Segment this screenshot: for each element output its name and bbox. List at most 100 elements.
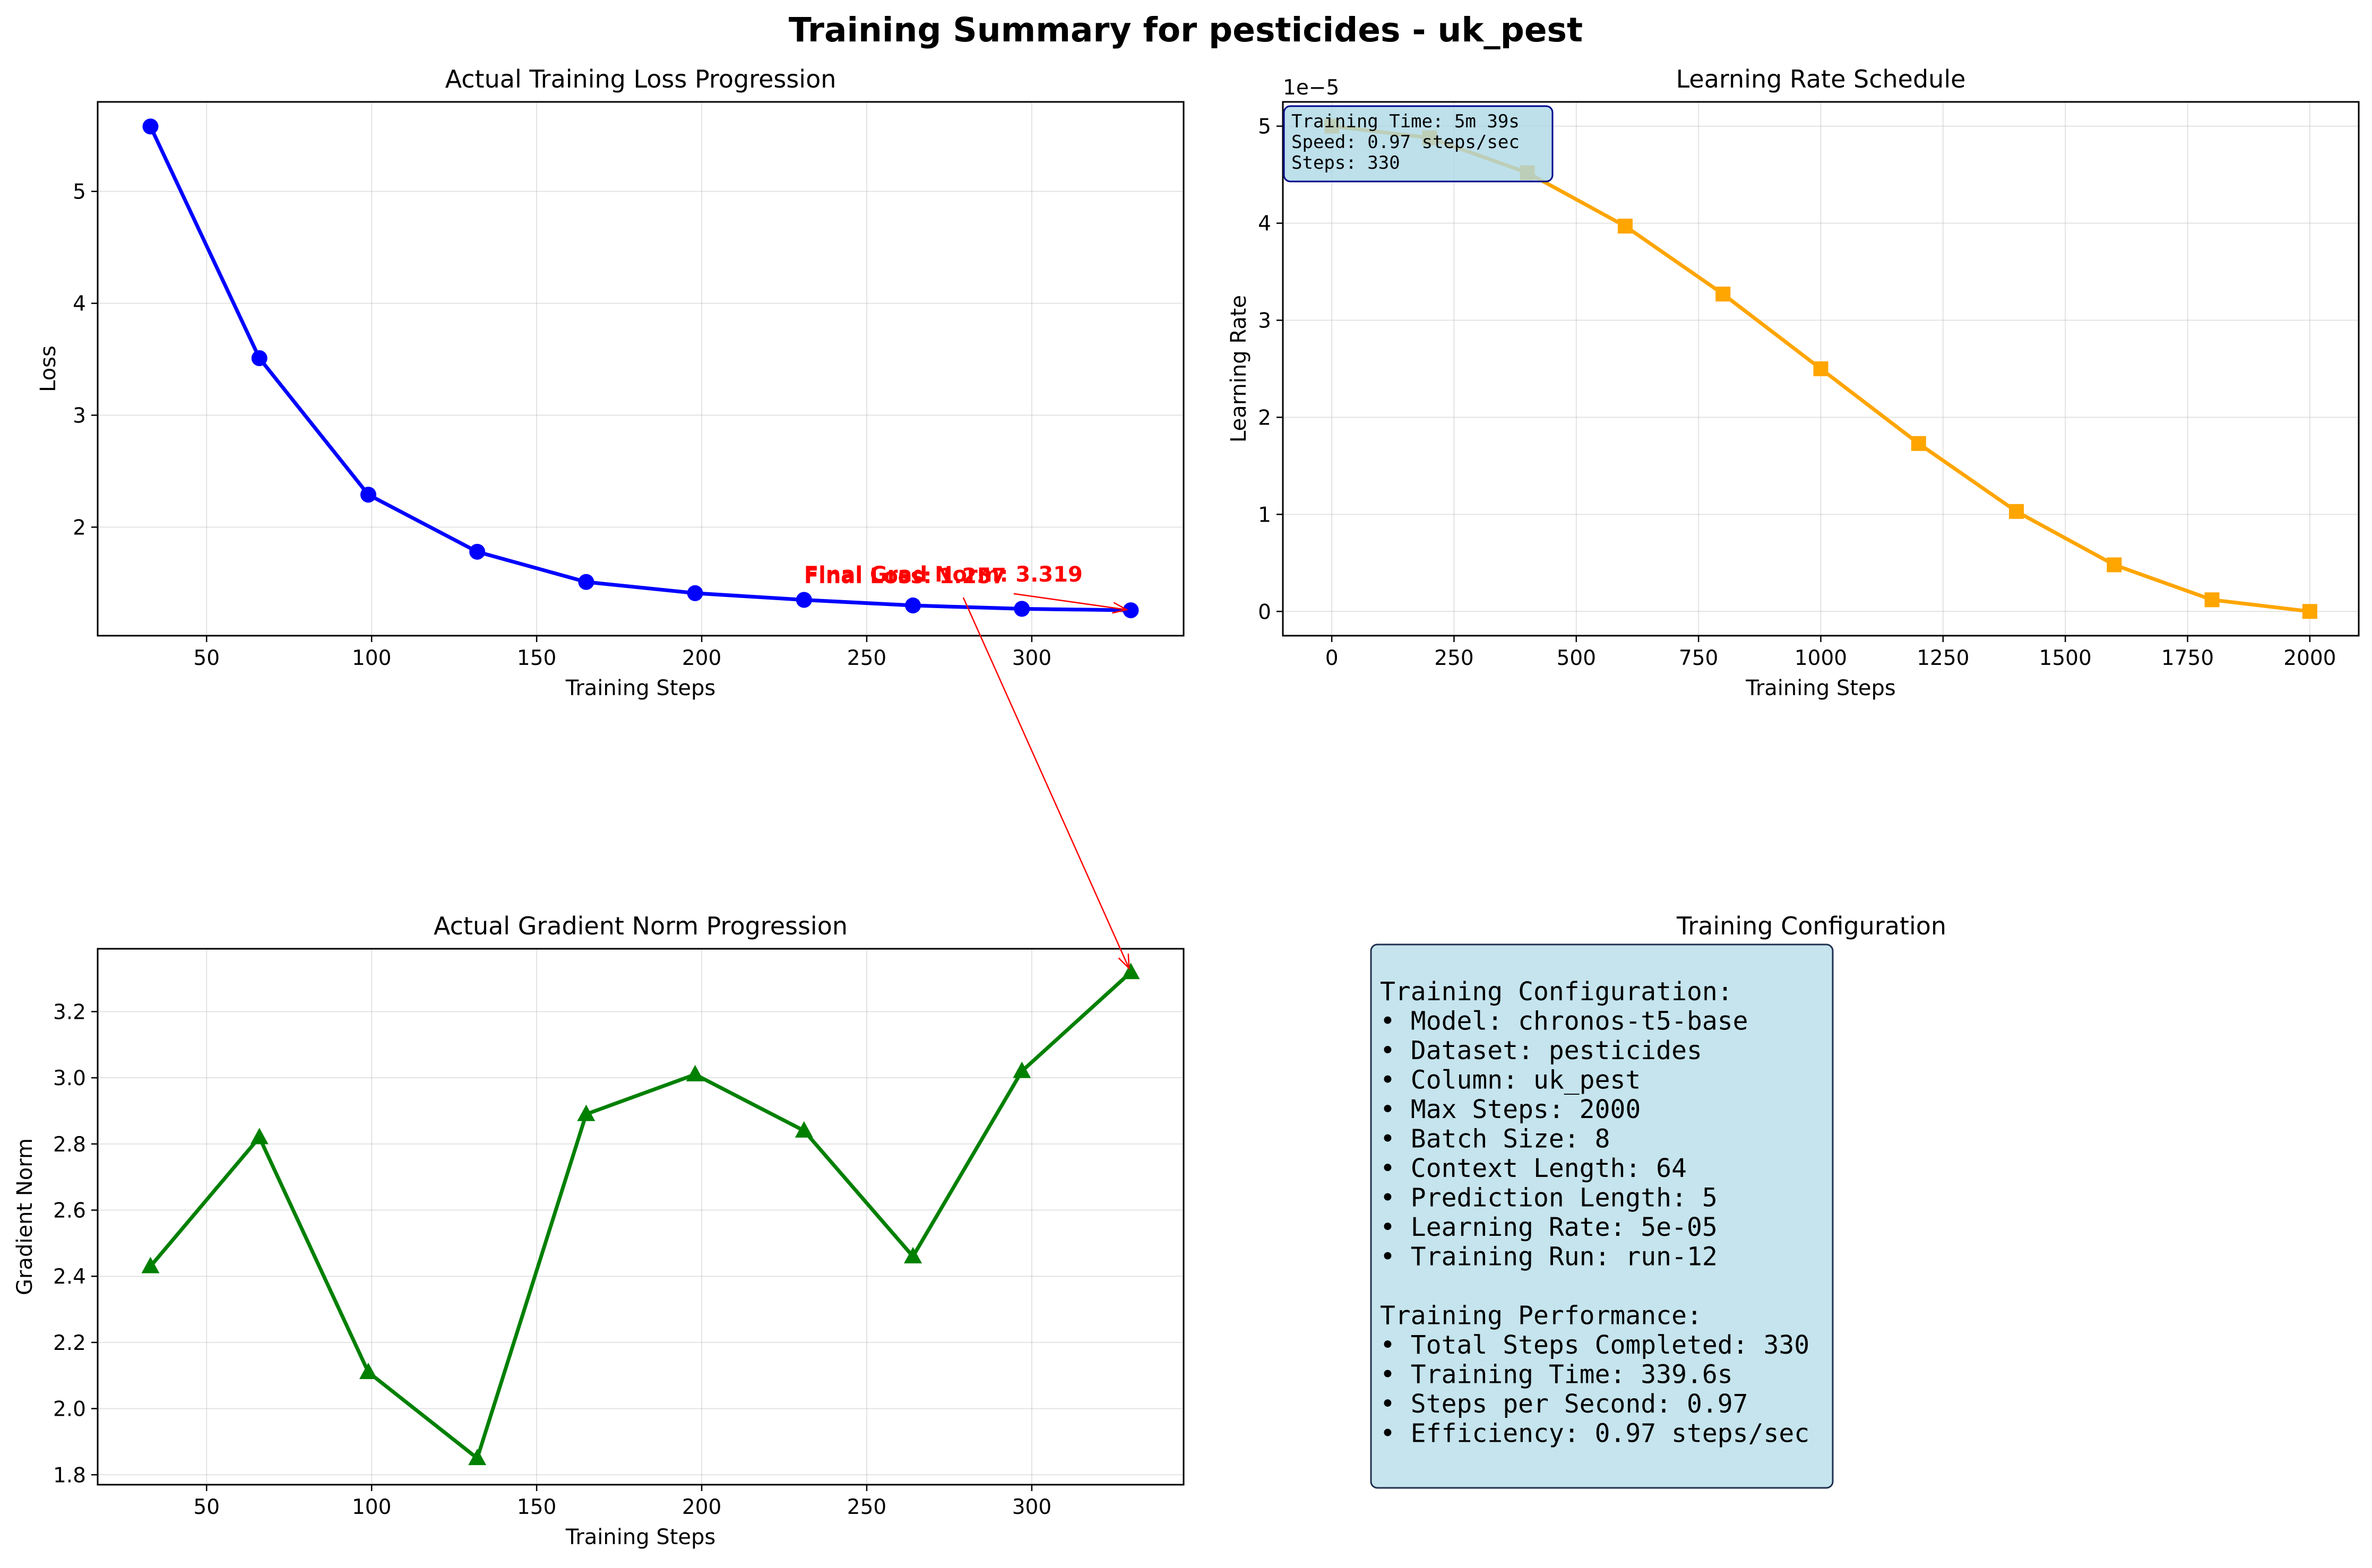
grad-chart-title: Actual Gradient Norm Progression	[434, 912, 848, 940]
loss-y-axis-label: Loss	[36, 345, 61, 392]
x-tick-label: 50	[193, 1495, 220, 1519]
y-tick-label: 2.4	[53, 1265, 86, 1289]
lr-data-point	[1715, 287, 1731, 302]
grad-data-point	[1013, 1061, 1031, 1078]
loss-final-annotation: Final Loss: 1.257	[804, 564, 1006, 588]
config-box	[1370, 943, 1834, 1489]
x-tick-label: 1250	[1917, 646, 1969, 670]
figure-title: Training Summary for pesticides - uk_pes…	[789, 11, 1583, 49]
config-panel-title: Training Configuration	[1676, 912, 1946, 940]
x-tick-label: 1500	[2039, 646, 2092, 670]
x-tick-label: 250	[1434, 646, 1473, 670]
x-tick-label: 50	[193, 646, 220, 670]
x-tick-label: 300	[1012, 646, 1051, 670]
config-line: • Training Time: 339.6s	[1380, 1360, 1733, 1390]
loss-axes-frame	[97, 101, 1185, 637]
lr-data-point	[2302, 604, 2317, 619]
grad-data-point	[359, 1363, 377, 1380]
y-tick-label: 2.8	[53, 1133, 86, 1157]
loss-chart: Actual Training Loss Progression 50 100 150…	[36, 65, 1185, 700]
loss-data-point	[905, 597, 921, 614]
lr-data-point	[2204, 592, 2220, 608]
grad-final-annotation: Final Grad Norm: 3.319	[804, 562, 1083, 587]
loss-data-point	[251, 350, 268, 366]
config-line: • Efficiency: 0.97 steps/sec	[1380, 1419, 1809, 1449]
grad-data-point	[141, 1257, 160, 1274]
x-tick-label: 200	[682, 1495, 721, 1519]
x-tick-label: 200	[682, 646, 721, 670]
config-line: • Learning Rate: 5e-05	[1380, 1212, 1718, 1242]
training-info-line: Steps: 330	[1291, 152, 1400, 174]
x-tick-label: 100	[352, 646, 391, 670]
y-tick-label: 2.6	[53, 1199, 86, 1223]
lr-y-axis-label: Learning Rate	[1227, 295, 1251, 443]
x-tick-label: 0	[1325, 646, 1339, 670]
grad-axes-frame	[97, 948, 1185, 1486]
loss-data-point	[360, 487, 376, 503]
y-tick-label: 5	[73, 180, 86, 204]
x-tick-label: 1000	[1795, 646, 1847, 670]
lr-data-point	[1813, 361, 1828, 376]
x-tick-label: 150	[517, 646, 556, 670]
loss-data-point	[469, 543, 486, 560]
training-info-line: Training Time: 5m 39s	[1291, 111, 1520, 132]
grad-annotation-arrow	[962, 597, 1130, 969]
config-line: • Context Length: 64	[1380, 1154, 1687, 1183]
loss-data-point	[578, 574, 594, 590]
x-tick-label: 750	[1679, 646, 1718, 670]
loss-data-point	[1014, 601, 1030, 617]
config-line: • Dataset: pesticides	[1380, 1036, 1702, 1065]
lr-axes-frame	[1282, 101, 2360, 637]
x-tick-label: 100	[352, 1495, 391, 1519]
y-tick-label: 3.2	[53, 1000, 86, 1024]
loss-annotation-arrowhead	[1112, 602, 1129, 614]
y-tick-label: 2.0	[53, 1398, 86, 1422]
training-info-box	[1283, 105, 1554, 183]
config-line: Training Performance:	[1380, 1301, 1702, 1331]
lr-data-point	[1617, 219, 1633, 234]
loss-data-point	[796, 592, 812, 608]
y-tick-label: 4	[1258, 212, 1271, 236]
lr-data-point	[2107, 557, 2122, 573]
config-line: • Prediction Length: 5	[1380, 1183, 1718, 1213]
config-line: • Steps per Second: 0.97	[1380, 1389, 1748, 1419]
loss-data-point	[1123, 602, 1139, 619]
y-tick-label: 2	[1258, 406, 1271, 430]
grad-annotation-arrowhead	[1118, 954, 1130, 971]
x-tick-label: 150	[517, 1495, 556, 1519]
y-tick-label: 4	[73, 292, 86, 316]
grad-y-axis-label: Gradient Norm	[13, 1138, 37, 1295]
lr-x-axis-label: Training Steps	[1745, 676, 1895, 700]
config-line: • Batch Size: 8	[1380, 1124, 1610, 1154]
y-tick-label: 5	[1258, 115, 1271, 139]
y-tick-label: 2.2	[53, 1331, 86, 1355]
lr-data-point	[1911, 436, 1926, 451]
x-tick-label: 250	[847, 1495, 886, 1519]
y-tick-label: 3.0	[53, 1067, 86, 1090]
config-line: Training Configuration:	[1380, 977, 1733, 1007]
config-lines: Training Configuration:• Model: chronos-…	[1380, 977, 1809, 1449]
y-tick-label: 1	[1258, 503, 1271, 527]
grad-series-line	[149, 971, 1132, 1460]
grad-data-point	[1122, 963, 1140, 980]
config-panel: Training Configuration Training Configur…	[1370, 912, 1946, 1489]
config-line: • Training Run: run-12	[1380, 1242, 1718, 1272]
grad-data-point	[250, 1128, 269, 1145]
lr-chart-title: Learning Rate Schedule	[1676, 65, 1966, 93]
y-tick-label: 3	[73, 404, 86, 428]
loss-x-axis-label: Training Steps	[565, 676, 715, 700]
loss-series-line	[149, 125, 1131, 612]
config-line: • Max Steps: 2000	[1380, 1095, 1641, 1124]
y-tick-label: 0	[1258, 600, 1271, 624]
x-tick-label: 250	[847, 646, 886, 670]
grad-data-point	[795, 1121, 813, 1138]
grad-data-point	[468, 1449, 487, 1466]
y-tick-label: 2	[73, 516, 86, 540]
loss-data-point	[687, 585, 703, 601]
grad-x-axis-label: Training Steps	[565, 1525, 715, 1549]
training-info-line: Speed: 0.97 steps/sec	[1291, 132, 1520, 153]
loss-annotation-arrow	[1013, 593, 1127, 611]
y-scale-offset-label: 1e−5	[1283, 76, 1339, 100]
gradient-norm-chart: Actual Gradient Norm Progression 50 100 150…	[13, 562, 1185, 1549]
